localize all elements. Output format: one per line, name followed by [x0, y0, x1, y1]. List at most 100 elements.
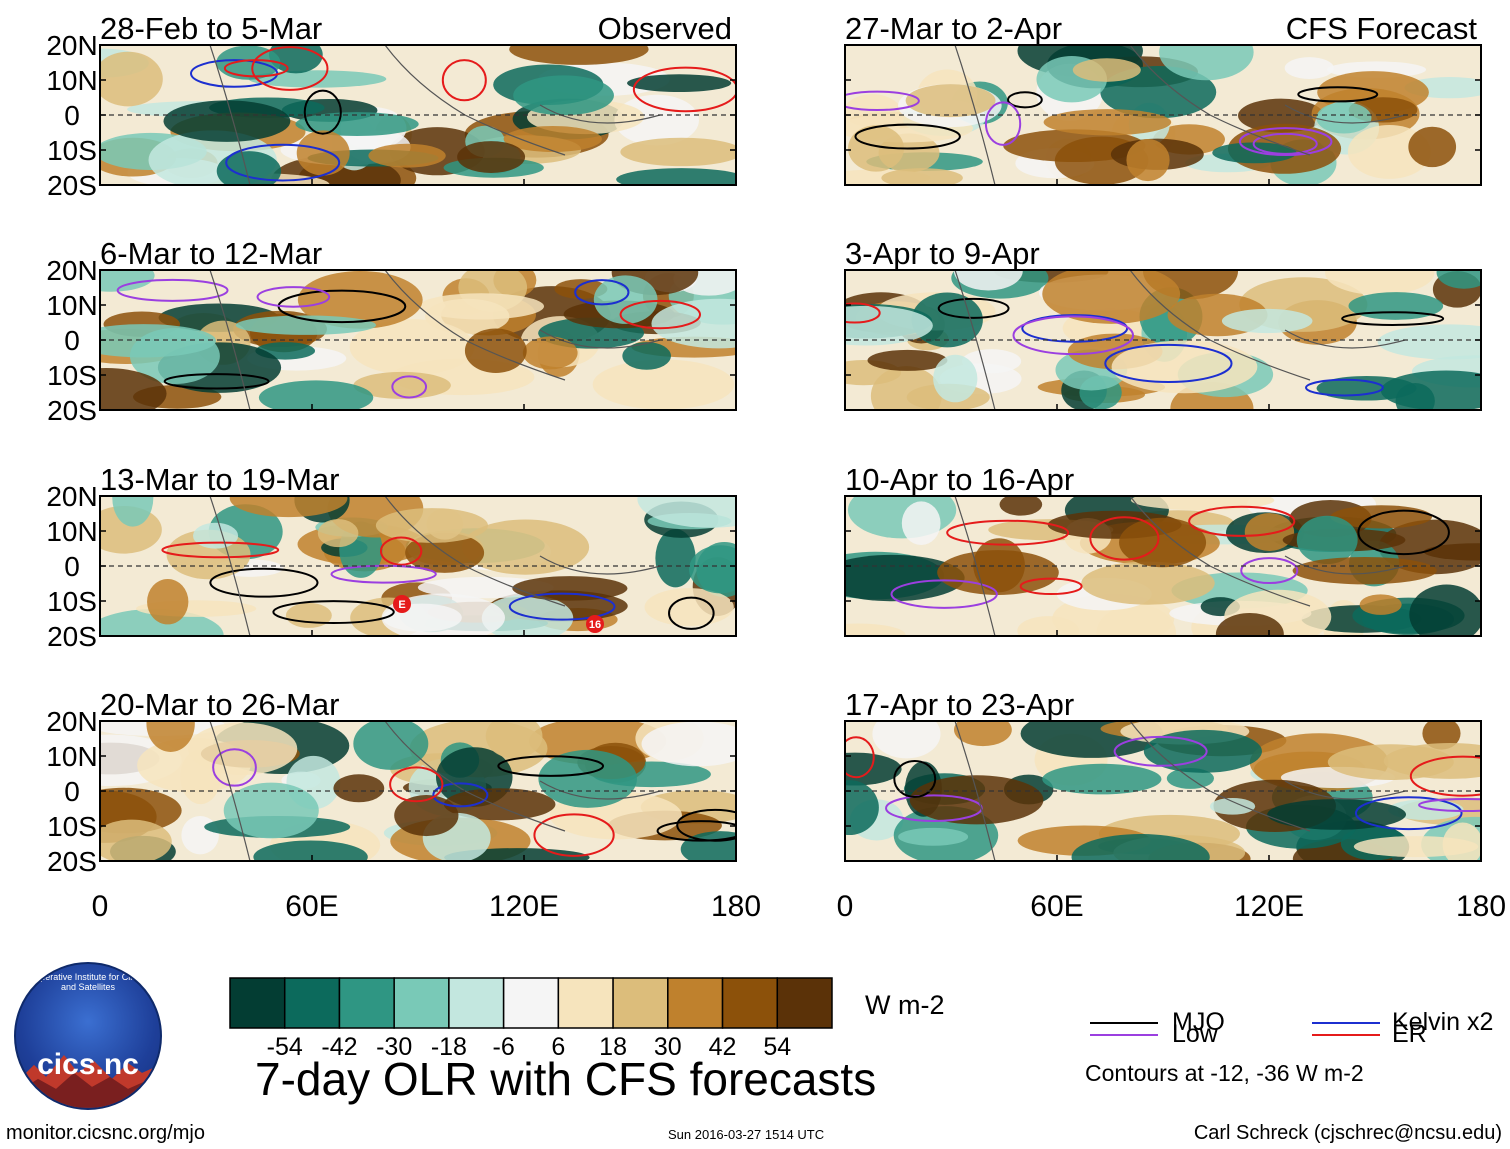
y-tick-label: 0 — [64, 100, 80, 131]
map-panel: 3-Apr to 9-Apr — [844, 236, 1482, 411]
olr-blob — [1380, 370, 1481, 410]
footer-author: Carl Schreck (cjschrec@ncsu.edu) — [1193, 1122, 1502, 1144]
colorbar-units: W m-2 — [865, 990, 945, 1020]
olr-blob — [100, 51, 163, 107]
colorbar-swatch — [612, 977, 669, 1029]
olr-blob — [1422, 721, 1461, 750]
contour-line — [893, 759, 937, 798]
olr-blob — [1292, 556, 1437, 585]
legend-er-label: ER — [1392, 1020, 1427, 1048]
contour-line — [1238, 127, 1333, 157]
contour-line — [432, 782, 489, 808]
colorbar-tick-label: 54 — [763, 1033, 791, 1061]
contour-line — [1252, 132, 1318, 155]
olr-blob — [881, 168, 963, 185]
storm-marker-label: E — [398, 599, 405, 611]
olr-blob — [193, 522, 239, 549]
olr-blob — [1100, 65, 1217, 119]
colorbar-tick-label: 18 — [599, 1033, 627, 1061]
map-panel: 27-Mar to 2-Apr CFS Forecast — [844, 11, 1482, 186]
olr-blob — [1119, 517, 1207, 568]
y-tick-label: 20N — [46, 30, 97, 61]
colorbar-tick-label: -30 — [376, 1033, 412, 1061]
olr-blob — [1325, 270, 1435, 296]
olr-blob — [622, 342, 671, 370]
olr-blob — [554, 279, 608, 299]
olr-blob — [353, 721, 429, 770]
olr-blob — [909, 775, 1044, 825]
olr-blob — [1042, 763, 1162, 795]
contour-line — [379, 536, 423, 566]
olr-field — [845, 721, 1481, 861]
olr-blob — [1143, 729, 1262, 773]
olr-blob — [100, 368, 167, 410]
x-tick-label: 120E — [489, 890, 559, 923]
olr-blob — [898, 827, 969, 846]
olr-blob — [216, 45, 281, 80]
contour-line — [619, 299, 702, 330]
olr-blob — [1284, 57, 1334, 79]
contour-line — [890, 579, 998, 609]
olr-blob — [522, 336, 578, 370]
contour-line — [1104, 343, 1233, 384]
olr-blob — [953, 270, 1023, 291]
contour-line — [1019, 577, 1083, 596]
colorbar-swatch — [229, 977, 286, 1029]
colorbar-tick-label: -18 — [431, 1033, 467, 1061]
olr-blob — [1043, 109, 1172, 136]
contour-line — [1341, 311, 1445, 326]
x-tick-label: 180 — [1456, 890, 1506, 923]
contour-line — [1188, 505, 1296, 537]
y-tick-label: 10N — [46, 741, 97, 772]
olr-blob — [349, 319, 475, 376]
contour-line — [574, 279, 630, 306]
olr-field — [845, 45, 1481, 185]
contour-line — [1305, 378, 1384, 397]
contour-line — [1012, 315, 1135, 356]
y-tick-label: 10S — [47, 586, 97, 617]
contour-line — [946, 519, 1070, 546]
olr-blob — [296, 130, 350, 176]
olr-blob — [1071, 834, 1210, 861]
olr-blob — [443, 788, 556, 821]
olr-blob — [1377, 324, 1481, 360]
contour-line — [1007, 91, 1043, 109]
olr-blob — [1017, 616, 1080, 636]
y-tick-label: 20S — [47, 621, 97, 652]
olr-blob — [297, 271, 423, 329]
contour-line — [391, 375, 428, 399]
panel-period-label: 3-Apr to 9-Apr — [845, 236, 1040, 271]
y-tick-label: 10S — [47, 811, 97, 842]
contour-line — [161, 541, 280, 559]
olr-blob — [1409, 584, 1481, 636]
olr-blob — [845, 305, 933, 346]
olr-blob — [295, 112, 419, 137]
colorbar-tick-label: 30 — [654, 1033, 682, 1061]
olr-blob — [147, 578, 189, 625]
panel-period-label: 13-Mar to 19-Mar — [100, 462, 339, 497]
olr-blob — [368, 143, 446, 168]
contour-line — [508, 592, 616, 621]
coastline — [209, 270, 661, 410]
legend-er-line — [1312, 1034, 1380, 1036]
olr-field — [845, 270, 1481, 410]
olr-blob — [464, 328, 527, 374]
olr-field — [845, 496, 1481, 636]
olr-blob — [146, 721, 195, 752]
panel-column-label: CFS Forecast — [1286, 11, 1478, 46]
olr-blob — [1408, 126, 1457, 168]
olr-blob — [593, 275, 658, 324]
legend-kelvin-line — [1312, 1022, 1380, 1024]
contour-line — [441, 59, 487, 102]
olr-blob — [901, 501, 941, 545]
contour-line — [209, 567, 319, 598]
y-tick-label: 10N — [46, 65, 97, 96]
storm-marker — [586, 615, 604, 633]
olr-blob — [637, 496, 736, 528]
y-tick-label: 10N — [46, 290, 97, 321]
olr-blob — [1359, 594, 1402, 615]
olr-blob — [1003, 129, 1146, 163]
olr-blob — [614, 94, 699, 146]
